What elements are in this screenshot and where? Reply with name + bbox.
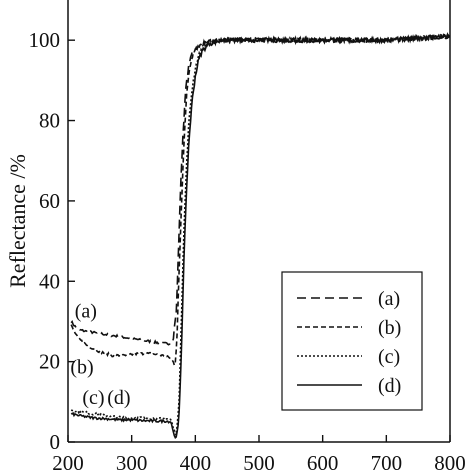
- series-4-line: [70, 32, 450, 440]
- series-annotation: (d): [107, 387, 130, 409]
- legend: (a) (b) (c) (d): [281, 271, 423, 411]
- x-tick-label: 500: [243, 451, 275, 474]
- legend-label: (c): [378, 346, 400, 368]
- ticks-layer: 200 300 400 500 600 700 800 0 20 40 60 80 100: [29, 28, 466, 474]
- y-tick-label: 0: [50, 430, 61, 454]
- x-tick-label: 200: [52, 451, 84, 474]
- x-tick-label: 300: [116, 451, 148, 474]
- legend-label: (d): [378, 375, 401, 397]
- series-1-line: [70, 33, 450, 346]
- x-tick-label: 700: [371, 451, 403, 474]
- y-tick-label: 60: [39, 189, 60, 213]
- series-annotation: (a): [75, 300, 97, 322]
- y-tick-label: 20: [39, 350, 60, 374]
- legend-box: [281, 271, 423, 411]
- annotation-layer: (a) (b) (c) (d): [70, 300, 130, 408]
- legend-label: (a): [378, 288, 400, 310]
- series-annotation: (c): [82, 387, 104, 409]
- y-tick-label: 80: [39, 109, 60, 133]
- x-tick-label: 600: [307, 451, 339, 474]
- y-axis-title: Reflectance /%: [5, 154, 30, 288]
- series-annotation: (b): [70, 357, 93, 379]
- x-tick-label: 800: [434, 451, 466, 474]
- y-tick-label: 40: [39, 269, 60, 293]
- x-tick-label: 400: [180, 451, 212, 474]
- legend-label: (b): [378, 317, 401, 339]
- y-tick-label: 100: [29, 28, 61, 52]
- series-layer: [70, 32, 450, 440]
